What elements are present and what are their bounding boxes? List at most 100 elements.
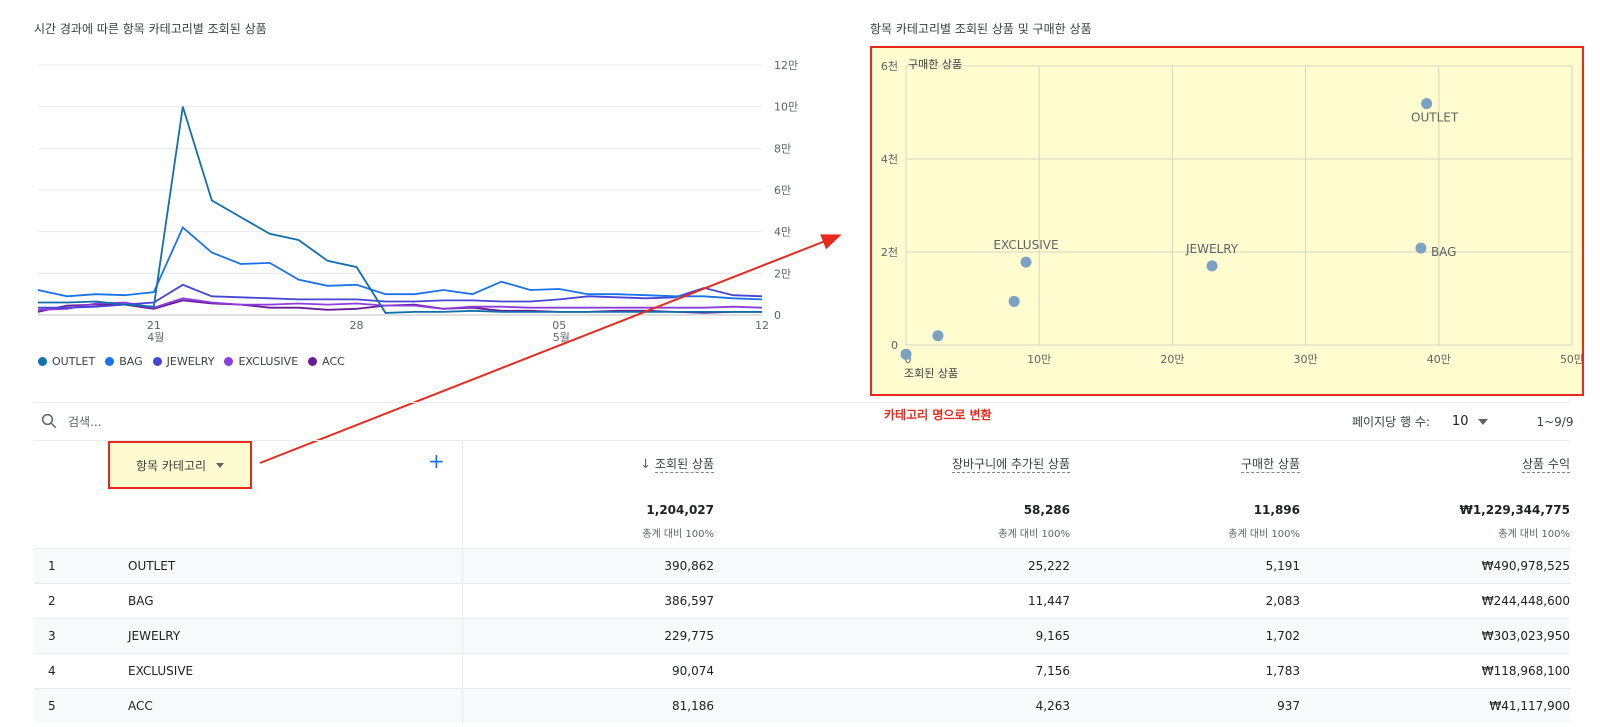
legend-label: OUTLET	[52, 355, 96, 368]
chevron-down-icon	[1478, 418, 1489, 425]
column-divider	[462, 549, 463, 584]
y-tick-label: 4천	[881, 152, 898, 166]
total-revenue: ₩1,229,344,775	[1459, 503, 1570, 517]
row-revenue: ₩303,023,950	[1481, 629, 1570, 643]
legend-item-jewelry[interactable]: JEWELRY	[152, 355, 215, 368]
row-revenue: ₩244,448,600	[1481, 594, 1570, 608]
column-divider	[462, 654, 463, 689]
line-chart-title: 시간 경과에 따른 항목 카테고리별 조회된 상품	[34, 22, 267, 36]
row-purchased: 5,191	[1265, 559, 1300, 573]
row-category: BAG	[128, 594, 154, 608]
legend-item-exclusive[interactable]: EXCLUSIVE	[224, 355, 298, 368]
x-tick-label: 50만	[1560, 353, 1582, 366]
column-divider	[462, 441, 463, 549]
row-category: OUTLET	[128, 559, 176, 573]
x-tick-sublabel: 4월	[147, 331, 164, 344]
series-line-outlet	[38, 106, 762, 314]
total-views: 1,204,027	[646, 503, 714, 517]
point-label-jewelry: JEWELRY	[1185, 242, 1239, 256]
pct-cart: 총계 대비 100%	[998, 529, 1070, 540]
x-tick-label: 05	[552, 319, 566, 332]
legend-swatch	[308, 357, 318, 366]
legend-label: JEWELRY	[166, 355, 215, 368]
y-tick-label: 4만	[774, 226, 791, 239]
pct-purchased: 총계 대비 100%	[1228, 529, 1300, 540]
column-divider	[462, 689, 463, 724]
legend-item-bag[interactable]: BAG	[105, 355, 143, 368]
point-label-exclusive: EXCLUSIVE	[993, 238, 1058, 252]
scatter-point	[1415, 242, 1427, 254]
metric-header-views[interactable]: ↓ 조회된 상품	[414, 455, 714, 473]
rows-per-page-label: 페이지당 행 수:	[1352, 415, 1430, 429]
series-line-jewelry	[38, 283, 763, 309]
scatter-point	[900, 348, 912, 360]
dimension-selector[interactable]: 항목 카테고리	[108, 441, 252, 489]
metric-header-label: 조회된 상품	[654, 457, 714, 473]
scatter-point	[1020, 256, 1032, 268]
metric-header-purchased[interactable]: 구매한 상품	[1100, 455, 1300, 473]
table-row: 2 BAG 386,597 11,447 2,083 ₩244,448,600	[34, 583, 1570, 619]
legend-item-acc[interactable]: ACC	[308, 355, 345, 368]
table-header: 항목 카테고리 + ↓ 조회된 상품 1,204,027 총계 대비 100% 장…	[34, 440, 1570, 549]
metric-header-revenue[interactable]: 상품 수익	[1370, 455, 1570, 473]
search-icon	[41, 413, 57, 429]
rows-per-page-value: 10	[1451, 414, 1469, 429]
metric-header-label: 장바구니에 추가된 상품	[951, 457, 1070, 473]
pct-revenue: 총계 대비 100%	[1498, 529, 1570, 540]
row-views: 90,074	[672, 664, 714, 678]
x-tick-label: 12	[755, 319, 769, 332]
row-index: 1	[48, 559, 56, 573]
legend-item-outlet[interactable]: OUTLET	[38, 355, 95, 368]
legend-swatch	[152, 357, 162, 366]
scatter-point	[1008, 295, 1020, 307]
series-line-exclusive	[37, 297, 763, 311]
row-category: JEWELRY	[128, 629, 181, 643]
metric-header-cart[interactable]: 장바구니에 추가된 상품	[770, 455, 1070, 473]
add-dimension-button[interactable]: +	[428, 449, 445, 473]
row-index: 5	[48, 699, 56, 713]
scatter-point	[932, 330, 944, 342]
row-cart: 11,447	[1028, 594, 1070, 608]
row-purchased: 2,083	[1265, 594, 1300, 608]
search-box[interactable]: 검색...	[40, 412, 102, 430]
series-line-bag	[37, 226, 763, 301]
rows-per-page-select[interactable]: 10	[1452, 414, 1489, 429]
y-tick-label: 6천	[881, 59, 898, 73]
total-purchased: 11,896	[1253, 503, 1300, 517]
x-axis-label: 조회된 상품	[904, 367, 958, 380]
row-revenue: ₩118,968,100	[1481, 664, 1570, 678]
legend-swatch	[224, 357, 234, 366]
row-purchased: 1,702	[1265, 629, 1300, 643]
metric-header-label: 상품 수익	[1522, 457, 1570, 473]
x-tick-label: 10만	[1027, 353, 1051, 366]
search-input[interactable]: 검색...	[68, 414, 102, 429]
table-row: 4 EXCLUSIVE 90,074 7,156 1,783 ₩118,968,…	[34, 653, 1570, 689]
row-purchased: 1,783	[1265, 664, 1300, 678]
row-cart: 25,222	[1028, 559, 1070, 573]
point-label-bag: BAG	[1431, 245, 1457, 259]
table-row: 3 JEWELRY 229,775 9,165 1,702 ₩303,023,9…	[34, 618, 1570, 654]
row-cart: 4,263	[1035, 699, 1070, 713]
annotation-label: 카테고리 명으로 변환	[884, 408, 992, 422]
row-purchased: 937	[1277, 699, 1300, 713]
scatter-point	[1421, 98, 1433, 110]
metric-header-label: 구매한 상품	[1240, 457, 1300, 473]
y-tick-label: 2천	[881, 245, 898, 259]
x-tick-sublabel: 5월	[553, 331, 570, 344]
legend-swatch	[105, 357, 115, 366]
legend-label: EXCLUSIVE	[238, 355, 299, 368]
y-tick-label: 8만	[774, 142, 791, 155]
sort-arrow-down-icon: ↓	[640, 457, 651, 472]
row-views: 386,597	[664, 594, 714, 608]
row-views: 81,186	[672, 699, 714, 713]
table-row: 1 OUTLET 390,862 25,222 5,191 ₩490,978,5…	[34, 548, 1570, 584]
legend-label: ACC	[322, 355, 345, 368]
toolbar-divider	[34, 402, 1570, 403]
y-tick-label: 10만	[774, 101, 798, 114]
row-revenue: ₩490,978,525	[1481, 559, 1570, 573]
y-tick-label: 0	[774, 309, 781, 322]
total-cart: 58,286	[1023, 503, 1070, 517]
data-table: 항목 카테고리 + ↓ 조회된 상품 1,204,027 총계 대비 100% 장…	[34, 440, 1570, 724]
